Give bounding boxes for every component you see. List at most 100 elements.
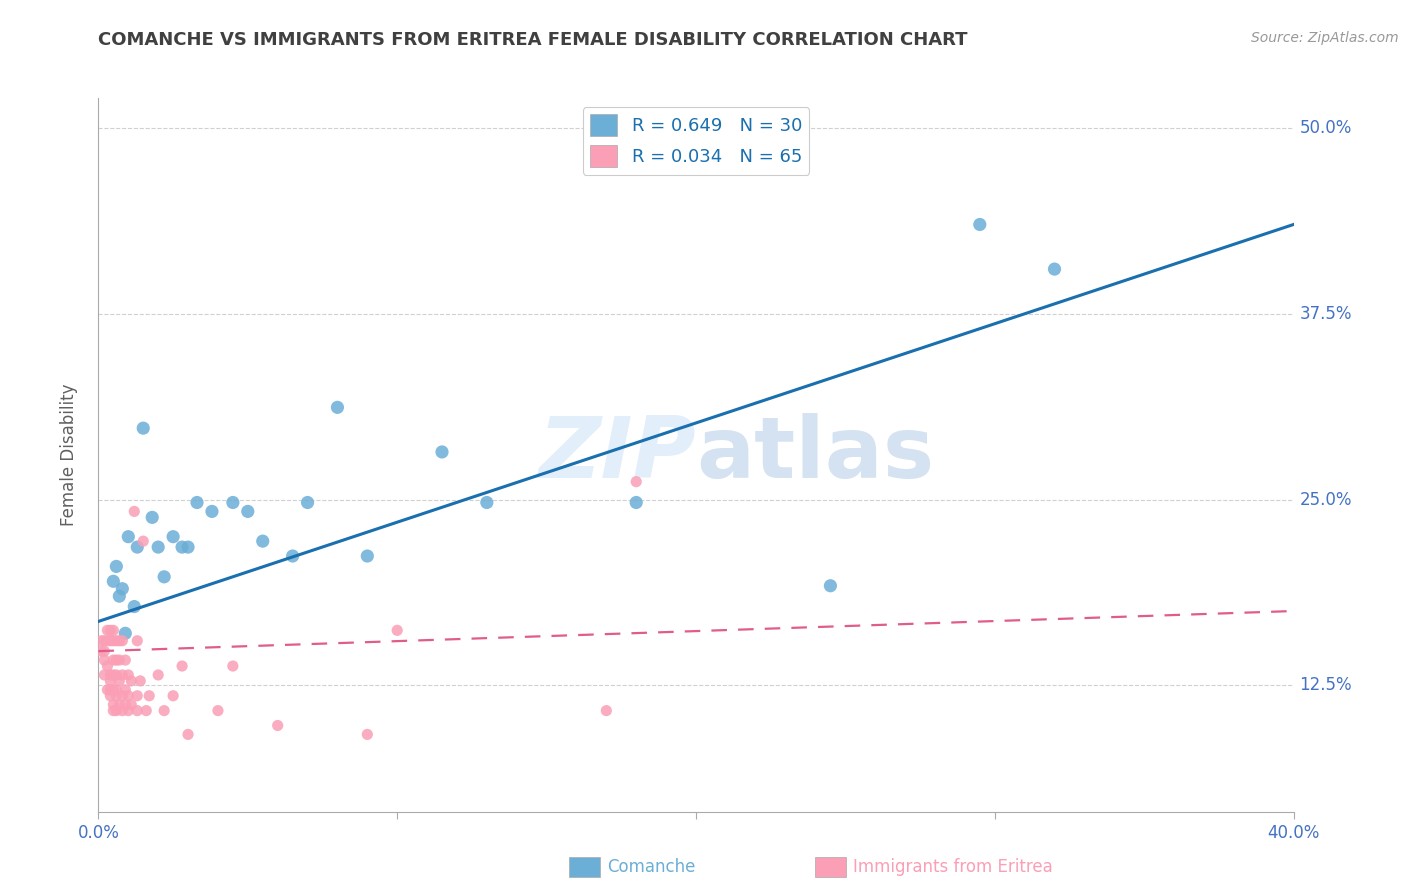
Text: Source: ZipAtlas.com: Source: ZipAtlas.com	[1251, 31, 1399, 45]
Legend: R = 0.649   N = 30, R = 0.034   N = 65: R = 0.649 N = 30, R = 0.034 N = 65	[583, 107, 808, 175]
Point	[98, 682, 122, 697]
Point	[108, 698, 131, 712]
Point	[135, 704, 157, 718]
Point	[105, 559, 128, 574]
Point	[111, 668, 134, 682]
Point	[132, 534, 155, 549]
Point	[132, 421, 155, 435]
Point	[96, 633, 118, 648]
Point	[281, 549, 304, 563]
Point	[207, 704, 229, 718]
Point	[148, 668, 170, 682]
Text: Comanche: Comanche	[607, 858, 696, 876]
Point	[108, 633, 131, 648]
Point	[356, 727, 378, 741]
Point	[120, 673, 142, 688]
Point	[1043, 262, 1066, 277]
Point	[90, 644, 112, 658]
Point	[98, 668, 122, 682]
Text: Immigrants from Eritrea: Immigrants from Eritrea	[853, 858, 1053, 876]
Point	[356, 549, 378, 563]
Point	[96, 682, 118, 697]
Point	[108, 589, 131, 603]
Point	[162, 530, 184, 544]
Point	[177, 540, 200, 554]
Point	[111, 582, 134, 596]
Point	[297, 495, 319, 509]
Point	[124, 504, 146, 518]
Point	[236, 504, 259, 518]
Point	[624, 495, 647, 509]
Text: 25.0%: 25.0%	[1299, 491, 1353, 508]
Point	[108, 653, 131, 667]
Point	[148, 540, 170, 554]
Point	[326, 401, 349, 415]
Point	[129, 673, 152, 688]
Point	[222, 495, 245, 509]
Point	[105, 633, 128, 648]
Text: 37.5%: 37.5%	[1299, 305, 1353, 323]
Point	[96, 659, 118, 673]
Point	[141, 510, 163, 524]
Text: COMANCHE VS IMMIGRANTS FROM ERITREA FEMALE DISABILITY CORRELATION CHART: COMANCHE VS IMMIGRANTS FROM ERITREA FEMA…	[98, 31, 967, 49]
Point	[186, 495, 208, 509]
Point	[108, 673, 131, 688]
Text: ZIP: ZIP	[538, 413, 696, 497]
Point	[153, 704, 176, 718]
Point	[103, 704, 125, 718]
Point	[969, 218, 991, 232]
Point	[172, 540, 194, 554]
Point	[117, 689, 139, 703]
Point	[98, 689, 122, 703]
Point	[117, 668, 139, 682]
Point	[624, 475, 647, 489]
Point	[252, 534, 274, 549]
Point	[98, 673, 122, 688]
Point	[172, 659, 194, 673]
Point	[93, 653, 115, 667]
Point	[201, 504, 224, 518]
Point	[111, 689, 134, 703]
Point	[98, 624, 122, 638]
Point	[120, 698, 142, 712]
Point	[111, 704, 134, 718]
Point	[93, 633, 115, 648]
Point	[222, 659, 245, 673]
Point	[114, 698, 136, 712]
Point	[430, 445, 453, 459]
Point	[117, 704, 139, 718]
Point	[111, 633, 134, 648]
Point	[105, 653, 128, 667]
Point	[103, 574, 125, 589]
Text: 50.0%: 50.0%	[1299, 119, 1353, 136]
Point	[105, 689, 128, 703]
Point	[105, 682, 128, 697]
Point	[103, 653, 125, 667]
Point	[595, 704, 617, 718]
Point	[103, 698, 125, 712]
Point	[138, 689, 160, 703]
Point	[153, 570, 176, 584]
Y-axis label: Female Disability: Female Disability	[59, 384, 77, 526]
Point	[475, 495, 498, 509]
Point	[124, 599, 146, 614]
Point	[105, 704, 128, 718]
Point	[127, 689, 149, 703]
Point	[114, 682, 136, 697]
Point	[93, 668, 115, 682]
Point	[103, 633, 125, 648]
Point	[162, 689, 184, 703]
Point	[117, 530, 139, 544]
Point	[96, 624, 118, 638]
Point	[93, 644, 115, 658]
Point	[90, 633, 112, 648]
Point	[820, 579, 842, 593]
Point	[267, 718, 290, 732]
Point	[114, 626, 136, 640]
Point	[127, 633, 149, 648]
Text: atlas: atlas	[696, 413, 934, 497]
Point	[127, 704, 149, 718]
Point	[177, 727, 200, 741]
Text: 12.5%: 12.5%	[1299, 676, 1353, 694]
Point	[127, 540, 149, 554]
